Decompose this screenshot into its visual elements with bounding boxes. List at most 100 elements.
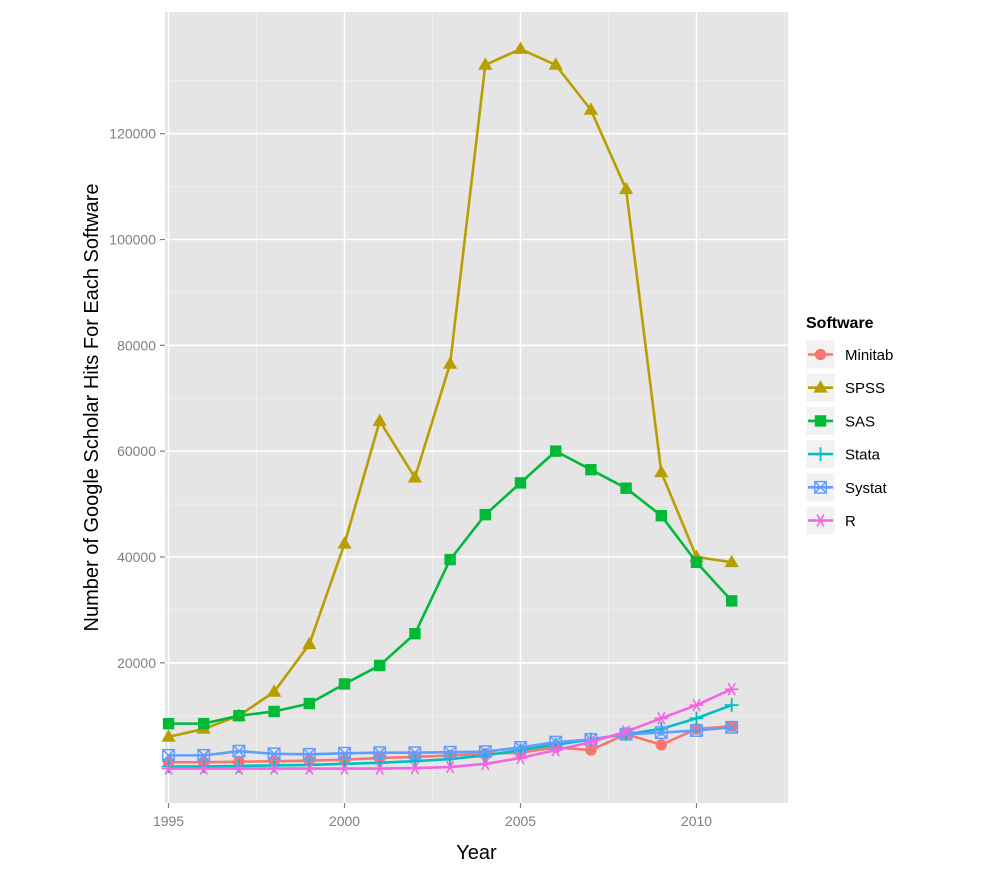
point-systat-d2 bbox=[725, 721, 738, 734]
point-spss-shape bbox=[513, 41, 528, 54]
point-systat-d2 bbox=[549, 735, 562, 749]
point-systat bbox=[197, 748, 211, 762]
point-stata bbox=[513, 743, 528, 757]
point-r-a3 bbox=[727, 682, 736, 696]
point-systat-d2 bbox=[232, 744, 246, 758]
point-systat-box bbox=[654, 726, 668, 740]
y-tick-label: 100000 bbox=[109, 232, 156, 248]
point-spss-shape bbox=[583, 102, 599, 115]
y-tick-label: 80000 bbox=[117, 337, 156, 353]
legend-label-minitab: Minitab bbox=[845, 347, 893, 364]
point-sas-shape bbox=[655, 510, 667, 522]
point-sas bbox=[655, 510, 667, 522]
point-systat-box bbox=[408, 746, 422, 760]
point-sas bbox=[198, 717, 210, 730]
point-sas-shape bbox=[374, 659, 386, 672]
legend-marker-stata bbox=[813, 447, 828, 461]
legend-marker-minitab bbox=[814, 348, 827, 361]
point-systat bbox=[478, 745, 492, 759]
point-systat-box bbox=[267, 747, 281, 761]
point-systat bbox=[443, 745, 457, 759]
point-minitab-shape bbox=[655, 739, 667, 751]
point-r-a3 bbox=[516, 751, 525, 765]
legend-item-sas: SAS bbox=[805, 405, 875, 436]
point-spss bbox=[618, 181, 634, 195]
point-r-a3 bbox=[305, 762, 314, 775]
point-r-a3 bbox=[340, 762, 349, 775]
point-systat bbox=[267, 747, 281, 761]
point-r-a3 bbox=[410, 761, 420, 775]
point-systat bbox=[162, 748, 175, 762]
point-stata bbox=[232, 759, 246, 773]
point-systat bbox=[690, 724, 703, 737]
series-r bbox=[161, 682, 739, 775]
point-stata bbox=[408, 754, 422, 769]
point-spss-shape bbox=[548, 57, 563, 70]
point-r bbox=[583, 735, 598, 749]
point-systat-d2 bbox=[479, 745, 492, 758]
point-systat-box bbox=[373, 746, 387, 760]
legend: Software Minitab SPSS SAS Stata Systat R bbox=[805, 315, 893, 536]
point-sas-shape bbox=[444, 553, 456, 566]
legend-marker-sas-shape bbox=[814, 415, 827, 427]
legend-item-minitab: Minitab bbox=[805, 339, 893, 370]
point-r bbox=[654, 711, 669, 725]
point-sas bbox=[162, 717, 175, 730]
point-sas bbox=[444, 553, 456, 566]
point-sas bbox=[233, 709, 245, 722]
point-sas bbox=[549, 445, 562, 457]
y-tick-label: 60000 bbox=[117, 443, 156, 459]
legend-marker-minitab-shape bbox=[814, 348, 827, 361]
point-systat-box bbox=[302, 747, 316, 761]
point-r bbox=[232, 762, 246, 775]
point-spss-shape bbox=[302, 636, 317, 650]
x-axis-title: Year bbox=[456, 842, 497, 864]
point-sas-shape bbox=[338, 678, 351, 690]
point-spss-shape bbox=[724, 554, 739, 568]
point-spss bbox=[478, 57, 493, 70]
point-systat-box bbox=[443, 745, 457, 759]
point-systat-d2 bbox=[303, 748, 316, 761]
point-sas bbox=[338, 678, 351, 690]
point-systat bbox=[338, 746, 351, 760]
point-systat-d2 bbox=[408, 746, 422, 759]
point-spss-shape bbox=[654, 464, 669, 478]
point-r bbox=[372, 762, 387, 775]
point-systat bbox=[725, 720, 739, 734]
point-systat-box bbox=[162, 748, 175, 762]
point-r bbox=[337, 762, 352, 775]
legend-marker-spss bbox=[813, 380, 828, 393]
point-r bbox=[267, 762, 282, 775]
point-systat-d2 bbox=[197, 749, 210, 762]
point-stata bbox=[724, 698, 739, 713]
point-r bbox=[196, 762, 211, 775]
point-r bbox=[689, 698, 704, 712]
point-systat-box bbox=[478, 745, 492, 759]
legend-title: Software bbox=[806, 315, 874, 332]
point-spss bbox=[654, 464, 669, 478]
legend-item-stata: Stata bbox=[805, 439, 881, 470]
legend-marker-r bbox=[813, 514, 828, 527]
point-systat-box bbox=[338, 746, 351, 760]
point-spss bbox=[548, 57, 563, 70]
point-r bbox=[443, 760, 458, 774]
point-systat-d2 bbox=[690, 724, 703, 737]
point-spss-shape bbox=[618, 181, 634, 195]
point-sas bbox=[620, 482, 632, 494]
point-r-a3 bbox=[269, 762, 279, 775]
point-systat bbox=[408, 746, 422, 760]
point-systat-d2 bbox=[267, 747, 281, 761]
point-spss bbox=[583, 102, 599, 115]
point-spss bbox=[513, 41, 528, 54]
legend-marker-systat bbox=[814, 480, 827, 494]
point-spss-shape bbox=[442, 356, 458, 369]
point-r-a3 bbox=[445, 760, 455, 774]
point-stata bbox=[196, 759, 211, 774]
point-systat-d2 bbox=[373, 746, 386, 759]
point-r-a3 bbox=[586, 735, 596, 749]
point-spss bbox=[161, 729, 176, 742]
legend-marker-r-a3 bbox=[816, 514, 825, 527]
point-systat-d2 bbox=[443, 745, 457, 759]
